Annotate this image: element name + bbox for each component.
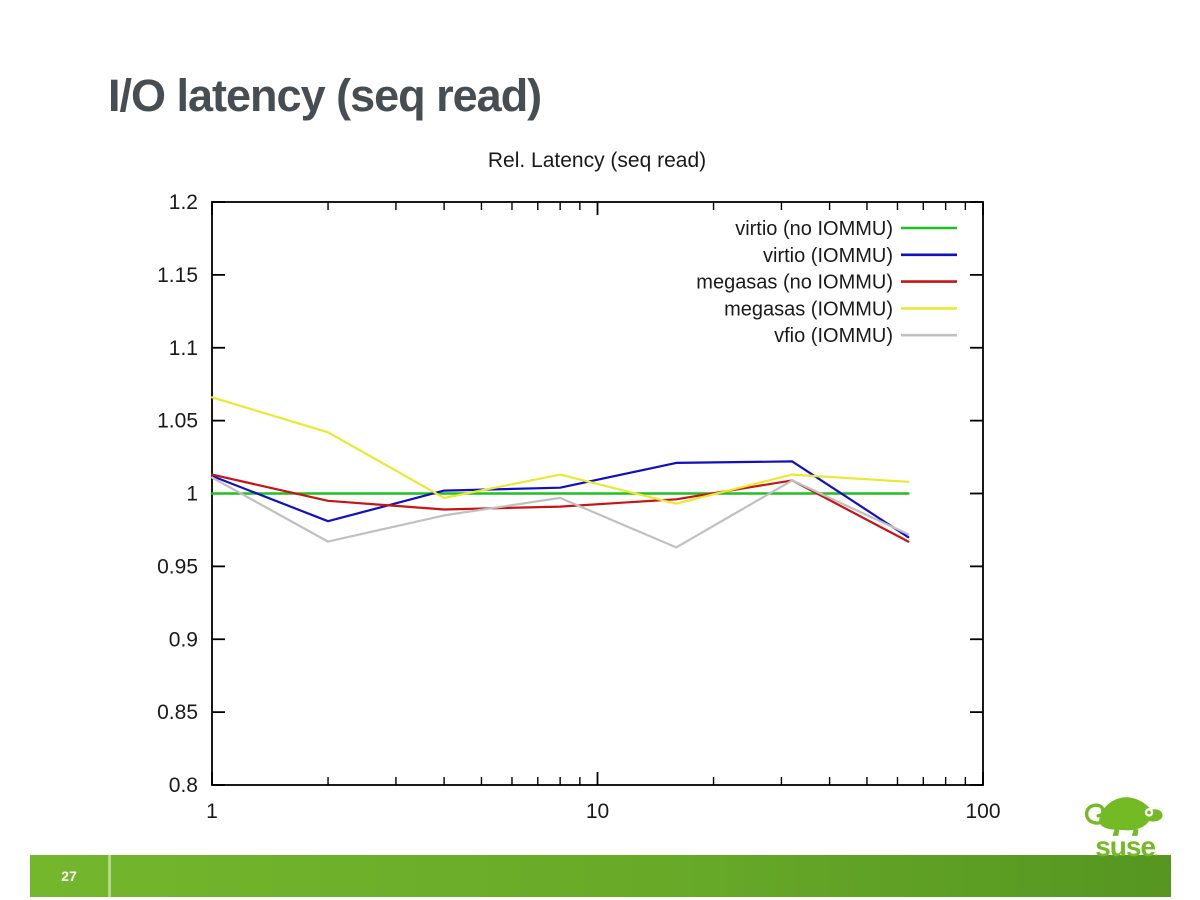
y-tick-label: 1.1 (169, 337, 198, 360)
footer-bar: 27 (30, 855, 1171, 897)
suse-wordmark: suse. (1095, 831, 1158, 862)
legend-label: virtio (IOMMU) (763, 245, 893, 267)
y-tick-label: 0.8 (169, 774, 198, 797)
legend-label: virtio (no IOMMU) (735, 218, 893, 240)
series-vfio-iommu (210, 476, 910, 549)
legend-label: megasas (no IOMMU) (696, 272, 893, 294)
x-tick-label: 10 (586, 800, 609, 823)
y-tick-label: 1.05 (157, 410, 198, 433)
y-tick-label: 0.9 (169, 628, 198, 651)
y-tick-label: 1.15 (157, 264, 198, 287)
y-tick-label: 1.2 (169, 191, 198, 214)
suse-logo: suse. (1078, 784, 1174, 861)
geeko-icon (1084, 797, 1163, 836)
legend-label: megasas (IOMMU) (724, 298, 893, 320)
chart-title: Rel. Latency (seq read) (488, 149, 706, 172)
x-tick-label: 1 (206, 800, 218, 823)
y-tick-label: 0.85 (157, 701, 198, 724)
series-virtio-iommu (210, 460, 910, 539)
legend-label: vfio (IOMMU) (774, 325, 893, 347)
chart-layers: 0.8 0.85 0.9 0.95 1 1.05 1.1 1.15 1.2 1 10 100 virti… (157, 191, 1000, 823)
slide-title: I/O latency (seq read) (108, 70, 542, 121)
y-tick-label: 1 (186, 483, 198, 506)
x-tick-label: 100 (965, 800, 1000, 823)
page-number: 27 (61, 868, 77, 884)
series-megasas-iommu (210, 396, 910, 505)
footer-separator (108, 855, 111, 897)
y-tick-label: 0.95 (157, 555, 198, 578)
